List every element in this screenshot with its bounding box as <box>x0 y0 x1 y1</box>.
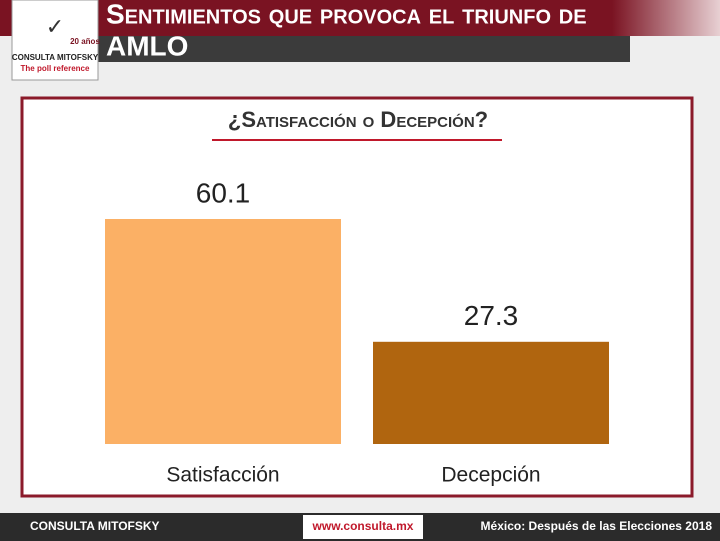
value-label: 27.3 <box>464 300 519 331</box>
bar <box>373 341 609 444</box>
value-label: 60.1 <box>196 177 251 208</box>
category-label: Decepción <box>441 464 540 487</box>
logo-years: 20 años <box>70 37 100 46</box>
bar <box>105 219 341 444</box>
footer-url: www.consulta.mx <box>312 519 414 533</box>
logo-name: CONSULTA MITOFSKY <box>12 53 99 62</box>
chart-title: ¿Satisfacción o Decepción? <box>228 107 488 132</box>
footer-event: México: Después de las Elecciones 2018 <box>481 519 713 533</box>
title-line: AMLO <box>106 30 188 61</box>
footer-brand: CONSULTA MITOFSKY <box>30 519 160 533</box>
title-line: Sentimientos que provoca el triunfo de <box>106 0 587 29</box>
logo-mark: ✓ <box>46 14 64 39</box>
header-band <box>0 0 720 36</box>
category-label: Satisfacción <box>166 464 279 487</box>
logo-box <box>11 0 99 81</box>
footer-url-box <box>303 515 423 539</box>
logo-tagline: The poll reference <box>21 64 90 73</box>
header-band-2 <box>95 36 630 62</box>
